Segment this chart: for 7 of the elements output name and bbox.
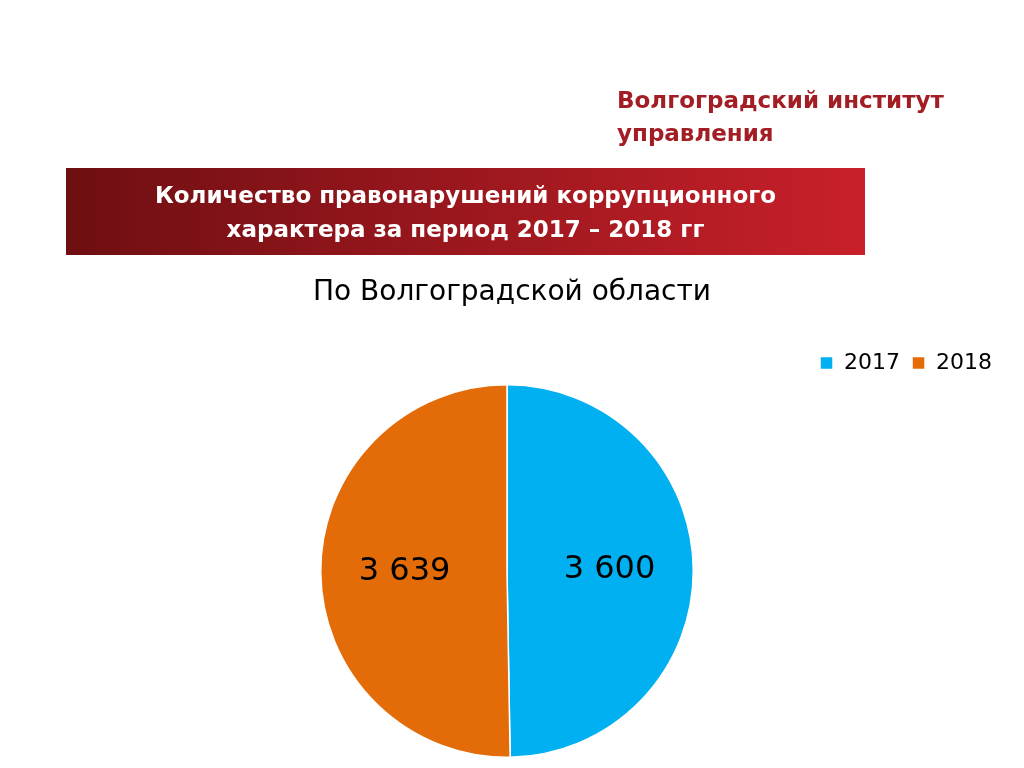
data-label: 3 639 <box>358 550 451 589</box>
chart-subtitle: По Волгоградской области <box>311 274 713 307</box>
legend-label: 2018 <box>936 348 993 374</box>
legend-label: 2017 <box>844 348 901 374</box>
text: Волгоградский институт управления <box>617 86 945 148</box>
chart-title: Количество правонарушений коррупционного характера за период 2017 – 2018 гг <box>153 180 778 244</box>
data-label: 3 600 <box>563 548 656 587</box>
